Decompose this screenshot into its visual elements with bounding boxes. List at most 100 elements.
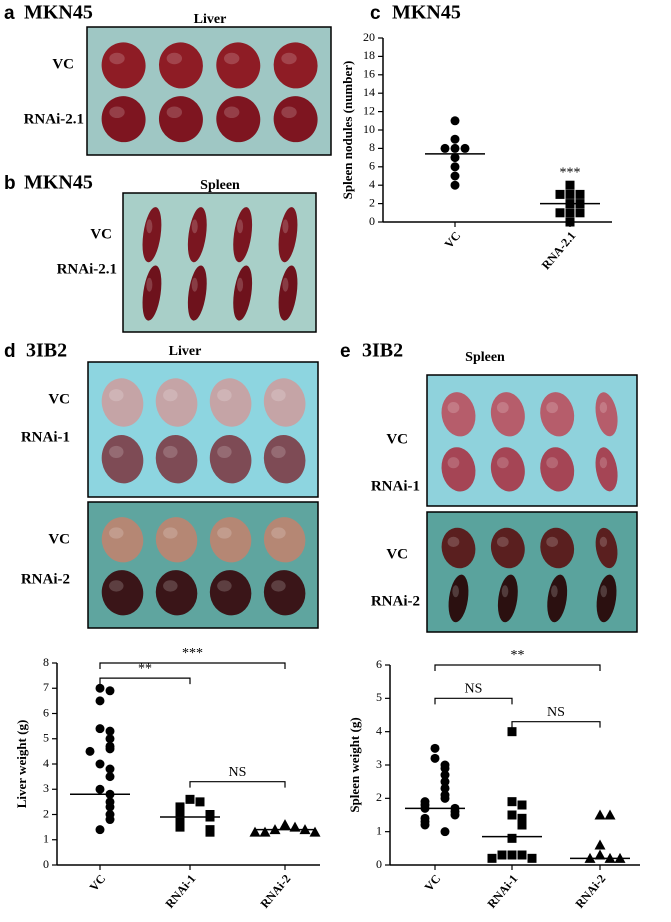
organ-highlight — [224, 52, 240, 65]
panel-title: MKN45 — [392, 2, 461, 24]
data-point — [420, 820, 430, 830]
y-tick-label: 12 — [363, 103, 375, 117]
organ-highlight — [166, 106, 183, 119]
row-label: VC — [386, 431, 408, 447]
data-point — [195, 797, 205, 807]
data-point — [517, 850, 527, 860]
significance-label: NS — [465, 682, 483, 697]
data-point — [440, 770, 450, 780]
y-axis-label: Spleen weight (g) — [347, 717, 362, 812]
data-point — [249, 826, 261, 837]
data-point — [95, 696, 105, 706]
x-tick-label: VC — [87, 872, 109, 894]
organ — [209, 378, 252, 427]
organ — [490, 392, 525, 437]
organ — [273, 42, 318, 89]
organ — [263, 517, 306, 563]
data-point — [430, 753, 440, 763]
organ — [101, 517, 144, 563]
row-label: VC — [386, 546, 408, 562]
data-point — [497, 850, 507, 860]
panel-letter: d — [4, 341, 16, 362]
data-point — [95, 724, 105, 734]
significance-bracket — [434, 664, 601, 671]
panel-title: 3IB2 — [26, 340, 67, 362]
data-point — [95, 759, 105, 769]
organ-highlight — [600, 585, 608, 598]
data-point — [450, 143, 460, 153]
significance-label: ** — [511, 648, 525, 663]
data-point — [105, 772, 115, 782]
data-point — [440, 143, 450, 153]
data-point — [507, 727, 517, 737]
row-label: RNAi-2 — [21, 571, 70, 587]
photo-title: Spleen — [465, 350, 505, 365]
data-point — [527, 853, 537, 863]
organ-highlight — [217, 389, 232, 402]
y-tick-label: 10 — [363, 122, 375, 136]
data-point — [565, 217, 575, 227]
data-point — [105, 726, 115, 736]
data-point — [450, 153, 460, 163]
data-point — [565, 180, 575, 190]
x-tick-label: RNAi-1 — [162, 872, 198, 911]
data-point — [85, 746, 95, 756]
y-tick-label: 16 — [363, 67, 375, 81]
organ-highlight — [191, 219, 198, 234]
organ-highlight — [217, 580, 232, 592]
panel-title: MKN45 — [24, 2, 93, 24]
organ — [187, 207, 207, 263]
data-point — [105, 744, 115, 754]
data-point — [555, 208, 565, 218]
data-point — [517, 820, 527, 830]
organ — [497, 574, 518, 623]
data-point — [450, 180, 460, 190]
data-point — [450, 162, 460, 172]
panel-title: MKN45 — [24, 172, 93, 194]
organ-highlight — [271, 527, 286, 539]
organ-highlight — [496, 457, 509, 469]
organ — [540, 392, 575, 437]
organ-highlight — [271, 445, 286, 458]
organ-highlight — [546, 457, 559, 469]
organ-highlight — [546, 536, 559, 547]
data-point — [105, 815, 115, 825]
data-point — [604, 809, 616, 820]
organ — [278, 207, 298, 263]
organ — [263, 378, 306, 427]
organ-highlight — [224, 106, 240, 119]
organ-highlight — [237, 219, 244, 234]
row-label: RNAi-2 — [371, 593, 420, 609]
panel-letter: a — [4, 3, 15, 24]
organ — [540, 447, 575, 492]
organ — [209, 570, 252, 616]
data-point — [95, 683, 105, 693]
organ — [142, 207, 162, 263]
organ — [595, 527, 618, 569]
x-tick-label: RNAi-1 — [484, 872, 520, 911]
x-tick-label: RNAi-2 — [572, 872, 608, 911]
organ-highlight — [282, 219, 289, 234]
organ-highlight — [109, 389, 124, 402]
organ-highlight — [599, 457, 608, 469]
y-tick-label: 4 — [43, 756, 49, 770]
organ — [540, 527, 575, 569]
organ-highlight — [146, 277, 153, 292]
row-label: RNAi-1 — [371, 478, 420, 494]
data-point — [487, 853, 497, 863]
organ — [233, 207, 253, 263]
organ-highlight — [271, 389, 286, 402]
organ — [101, 96, 146, 143]
data-point — [450, 116, 460, 126]
data-point — [450, 134, 460, 144]
organ-highlight — [281, 52, 297, 65]
y-tick-label: 2 — [369, 195, 375, 209]
organ-highlight — [163, 389, 178, 402]
data-point — [175, 822, 185, 832]
y-tick-label: 7 — [43, 680, 49, 694]
data-point — [555, 189, 565, 199]
organ — [209, 517, 252, 563]
organ — [263, 435, 306, 484]
data-point — [517, 800, 527, 810]
data-point — [105, 686, 115, 696]
